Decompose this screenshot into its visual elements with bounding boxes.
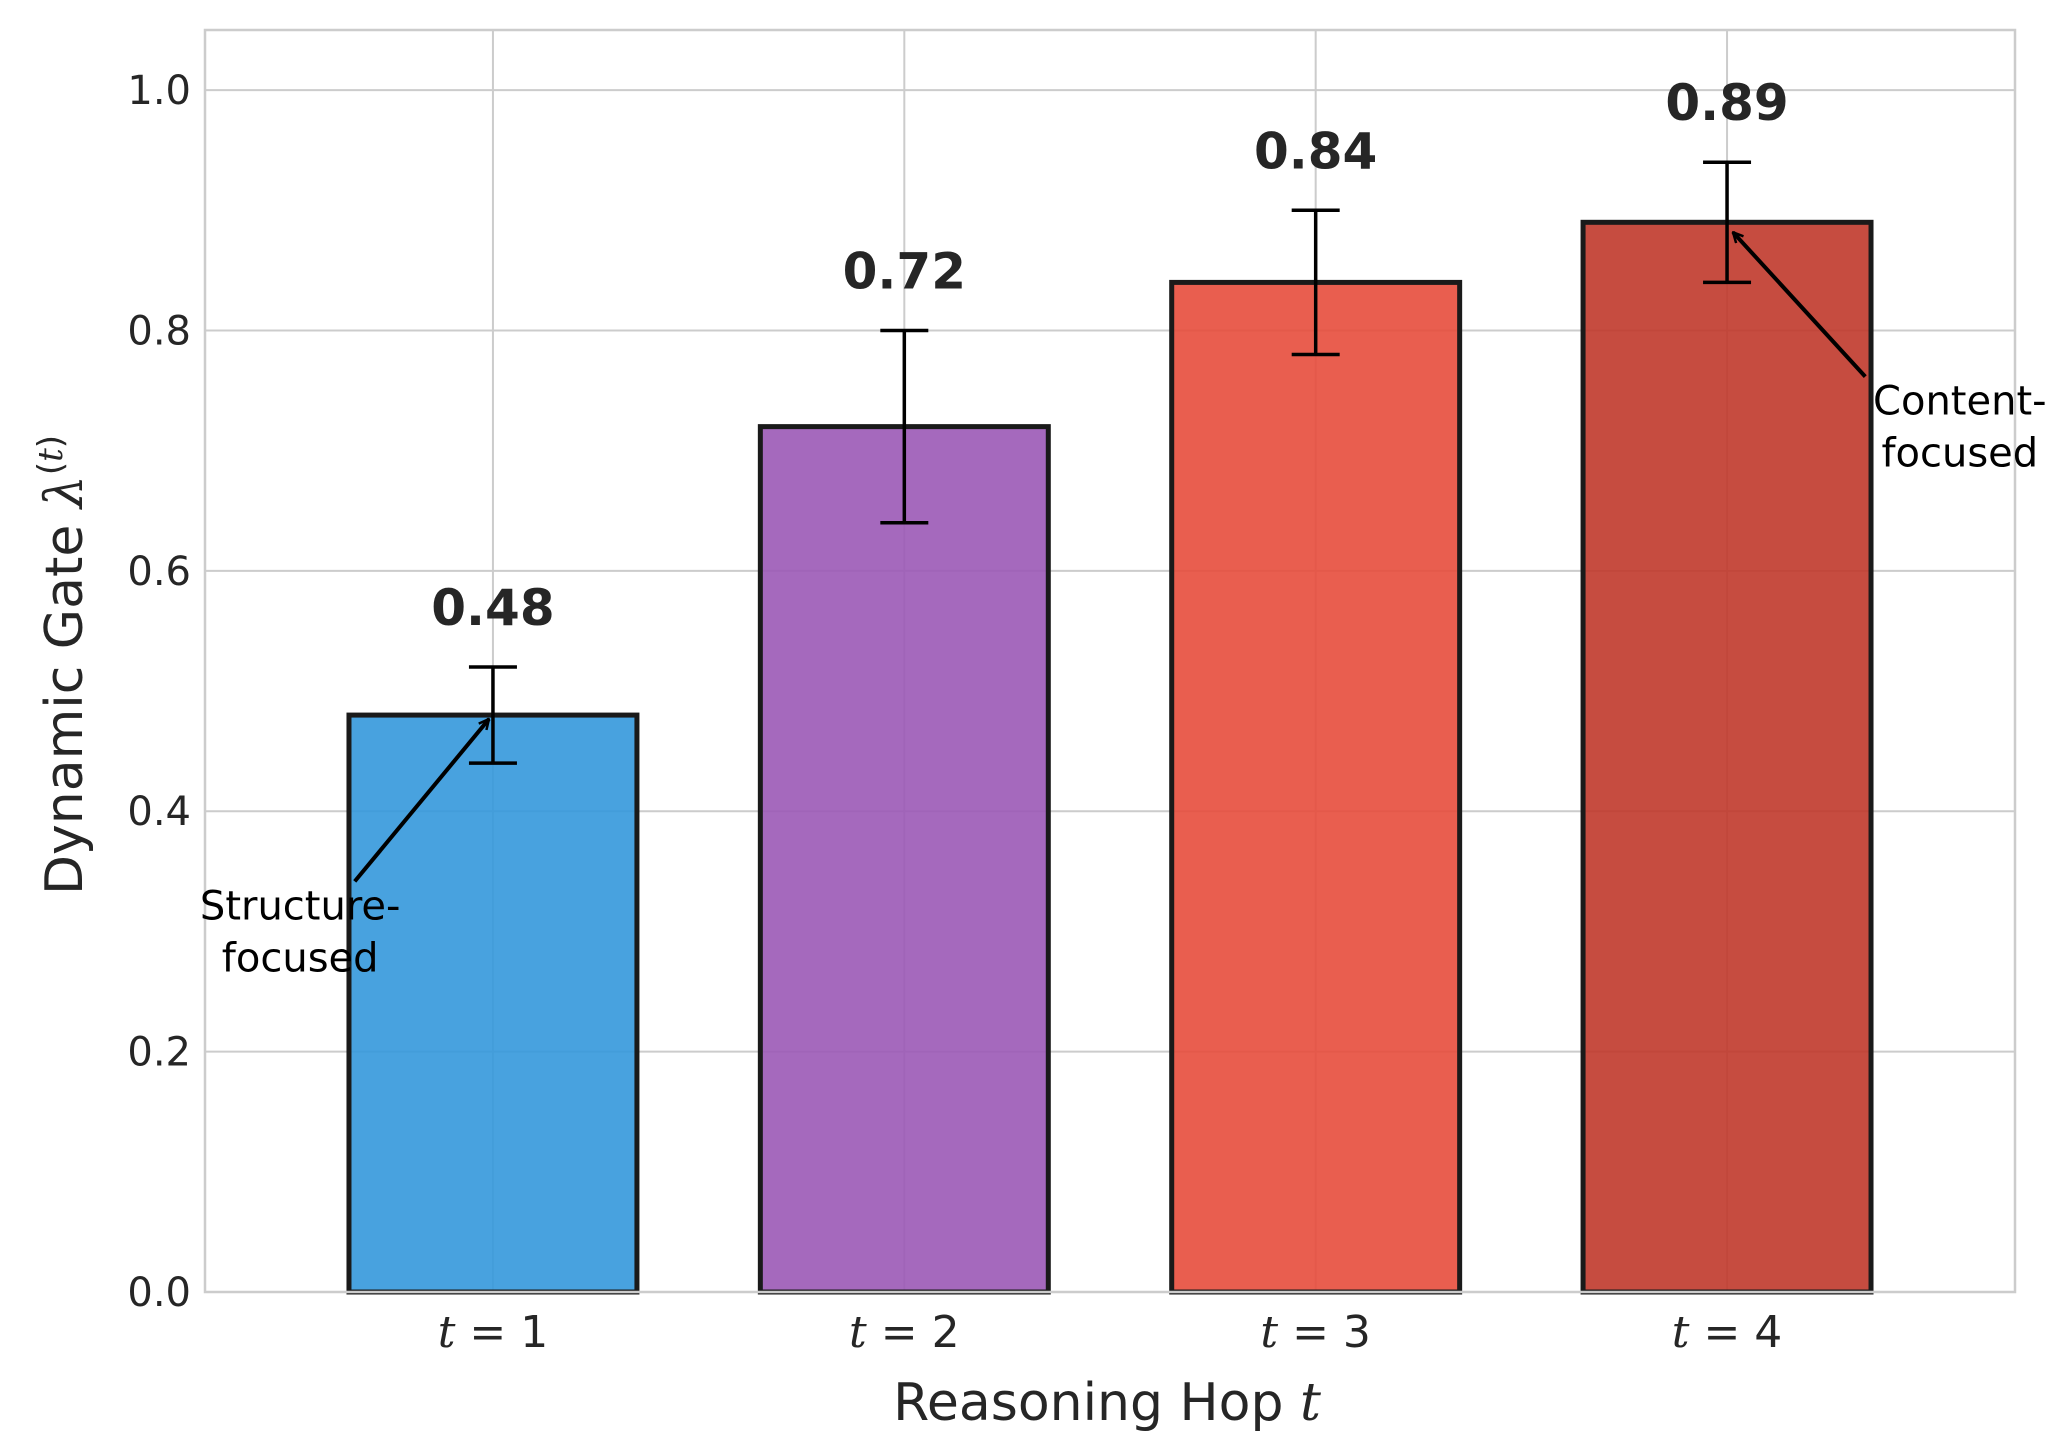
annotation-arrow xyxy=(1733,232,1867,378)
x-tick-label-1: t = 1 xyxy=(438,1307,549,1358)
x-axis-title: Reasoning Hop t xyxy=(893,1373,1321,1433)
plot-frame xyxy=(203,28,2017,1294)
value-label-3: 0.84 xyxy=(1254,122,1377,180)
bar-4 xyxy=(1580,219,1874,1295)
x-tick-label-2: t = 2 xyxy=(849,1307,960,1358)
value-label-2: 0.72 xyxy=(843,242,966,300)
y-tick-label: 0.4 xyxy=(127,789,191,835)
error-bar-3 xyxy=(1291,208,1340,357)
x-tick-label-4: t = 4 xyxy=(1672,1307,1783,1358)
bars xyxy=(346,219,1874,1295)
value-label-4: 0.89 xyxy=(1665,74,1788,132)
bar-1 xyxy=(346,712,640,1295)
annotation-text: Structure- xyxy=(200,883,401,929)
value-labels: 0.48 0.72 0.84 0.89 xyxy=(431,74,1788,637)
annotation-text: Content- xyxy=(1873,379,2047,425)
annotation-1: Structure-focused xyxy=(200,719,489,981)
error-bar-4 xyxy=(1703,160,1752,285)
y-axis-title: Dynamic Gate λ(t) xyxy=(31,435,95,895)
y-tick-label: 0.0 xyxy=(127,1270,191,1316)
y-tick-label: 0.6 xyxy=(127,549,191,595)
plot-border xyxy=(203,28,2017,1294)
annotation-2: Content-focused xyxy=(1733,232,2047,477)
error-bar-1 xyxy=(468,665,517,765)
value-label-1: 0.48 xyxy=(431,579,554,637)
y-tick-label: 0.2 xyxy=(127,1030,191,1076)
annotation-text: focused xyxy=(1881,431,2038,477)
error-bars xyxy=(468,160,1752,765)
x-tick-label-3: t = 3 xyxy=(1260,1307,1371,1358)
annotation-arrow xyxy=(353,719,489,883)
y-tick-label: 1.0 xyxy=(127,68,191,114)
bar-3 xyxy=(1169,279,1463,1295)
bar-2 xyxy=(757,424,1051,1295)
error-bar-2 xyxy=(880,328,929,525)
axis-ticks: 0.0 0.2 0.4 0.6 0.8 1.0 t = 1 t = 2 t = 3 t = 4 xyxy=(127,68,1782,1358)
annotation-text: focused xyxy=(222,935,379,981)
y-tick-label: 0.8 xyxy=(127,308,191,354)
